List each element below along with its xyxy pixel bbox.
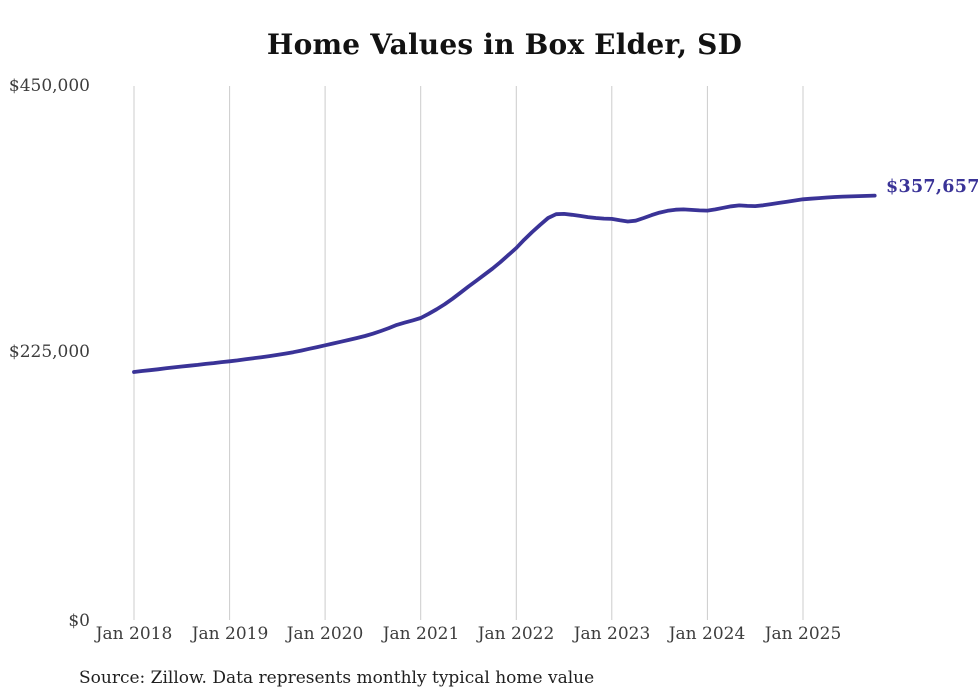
- x-axis-tick-label: Jan 2020: [286, 624, 364, 644]
- y-axis-tick-label-225000: $225,000: [8, 342, 90, 362]
- chart-title: Home Values in Box Elder, SD: [266, 28, 743, 61]
- x-axis-tick-label: Jan 2019: [191, 624, 269, 644]
- x-axis-tick-label: Jan 2022: [477, 624, 555, 644]
- x-axis-tick-label: Jan 2023: [573, 624, 651, 644]
- latest-value-label: $357,657: [886, 177, 980, 197]
- home-value-line: [132, 193, 877, 374]
- y-axis-tick-label-450000: $450,000: [8, 76, 90, 96]
- gridlines: [133, 86, 804, 620]
- y-axis-tick-label-0: $0: [68, 611, 90, 631]
- x-axis-tick-label: Jan 2018: [95, 624, 173, 644]
- x-axis-tick-label: Jan 2024: [668, 624, 746, 644]
- x-axis-tick-label: Jan 2021: [382, 624, 460, 644]
- source-note: Source: Zillow. Data represents monthly …: [79, 668, 595, 688]
- x-axis-tick-label: Jan 2025: [764, 624, 842, 644]
